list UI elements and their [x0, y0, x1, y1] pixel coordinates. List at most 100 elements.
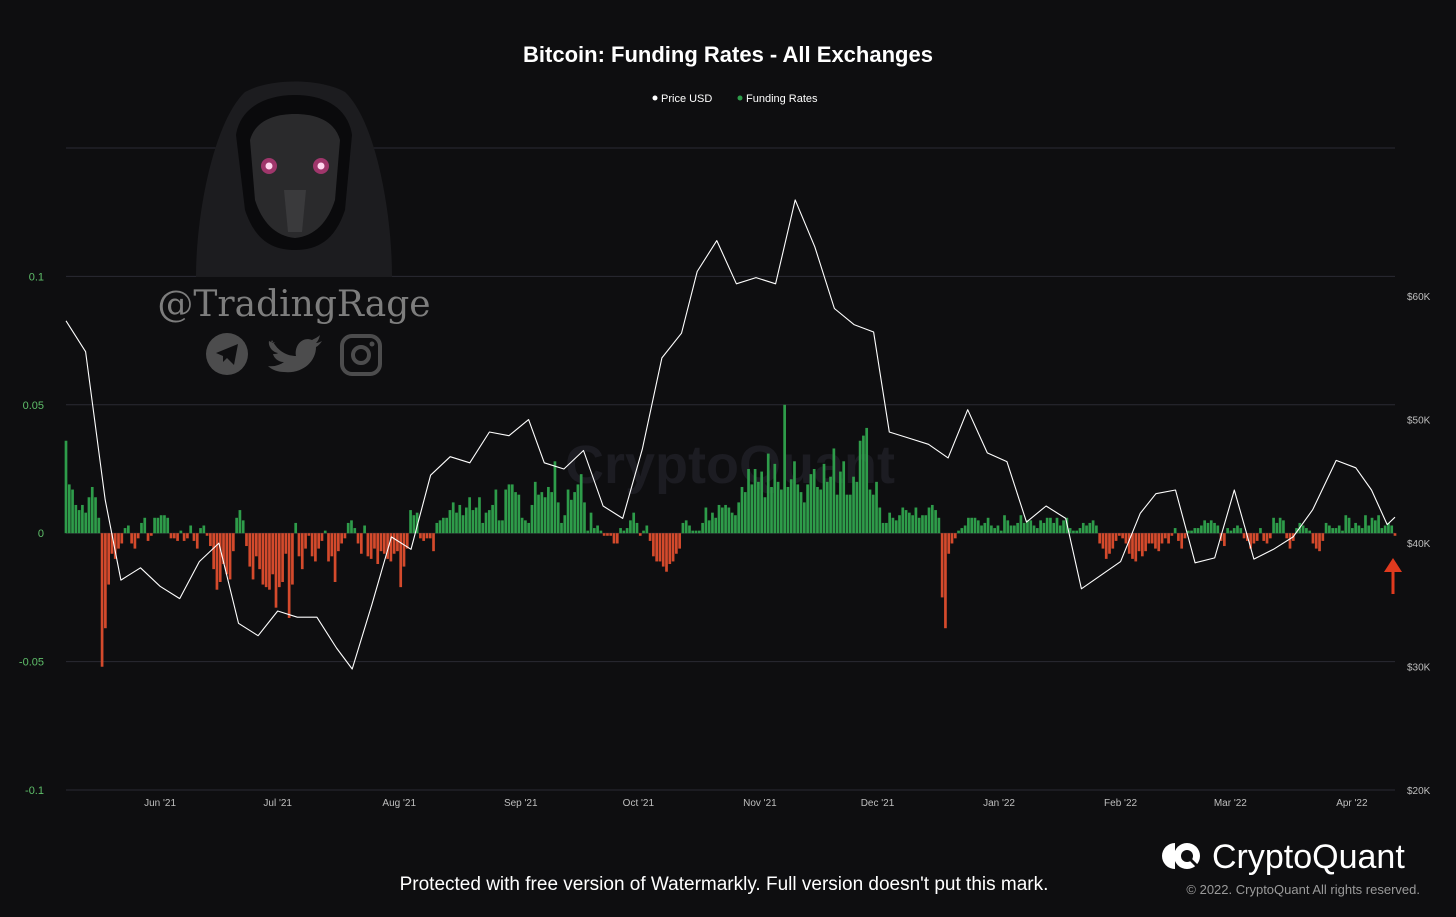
- funding-rate-bar: [382, 533, 386, 554]
- funding-rate-bar: [796, 484, 800, 534]
- funding-rate-bar: [1242, 533, 1246, 539]
- funding-rate-bar: [1337, 525, 1341, 534]
- funding-rate-bar: [668, 533, 672, 565]
- left-tick-label: -0.1: [25, 785, 44, 797]
- funding-rate-bar: [1252, 533, 1256, 544]
- funding-rate-bar: [307, 533, 311, 536]
- left-tick-label: 0: [38, 528, 44, 540]
- funding-rate-bar: [1259, 528, 1262, 534]
- funding-rate-bar: [218, 533, 222, 582]
- funding-rate-bar: [753, 469, 757, 534]
- funding-rate-bar: [661, 533, 665, 567]
- funding-rate-bar: [337, 533, 340, 552]
- funding-rate-bar: [189, 525, 193, 534]
- funding-rate-bar: [281, 533, 284, 582]
- funding-rate-bar: [655, 533, 659, 562]
- funding-rate-bar: [517, 494, 521, 534]
- funding-rate-bar: [678, 533, 681, 549]
- funding-rate-bar: [812, 469, 816, 534]
- funding-rate-bar: [514, 492, 517, 534]
- funding-rate-bar: [182, 533, 186, 541]
- funding-rate-bar: [573, 492, 576, 534]
- hooded-figure-image: [196, 81, 392, 277]
- funding-rate-bar: [855, 481, 859, 534]
- x-tick-label: Mar '22: [1214, 798, 1247, 809]
- funding-rate-bar: [245, 533, 248, 547]
- funding-rate-bar: [1177, 533, 1180, 541]
- funding-rate-bar: [592, 528, 596, 534]
- funding-rate-bar: [146, 533, 150, 541]
- funding-rate-bar: [274, 533, 278, 608]
- funding-rate-bar: [415, 512, 419, 534]
- funding-rate-bar: [1055, 517, 1059, 534]
- funding-rate-bar: [1062, 520, 1065, 534]
- funding-rate-bar: [638, 533, 642, 536]
- right-tick-label: $20K: [1407, 786, 1431, 797]
- funding-rate-bar: [1039, 520, 1042, 534]
- funding-rate-bar: [724, 504, 727, 534]
- funding-rate-bar: [1390, 525, 1394, 534]
- funding-rate-bar: [957, 530, 960, 534]
- x-tick-label: Apr '22: [1336, 798, 1368, 809]
- funding-rate-bar: [271, 533, 275, 575]
- funding-rate-bar: [327, 533, 330, 562]
- funding-rate-bar: [809, 474, 813, 534]
- funding-rate-bar: [1213, 522, 1216, 534]
- funding-rate-bar: [412, 515, 416, 534]
- funding-rate-bar: [999, 530, 1003, 534]
- funding-rate-bar: [209, 533, 212, 547]
- funding-rate-bar: [156, 517, 160, 534]
- funding-rate-bar: [786, 486, 790, 534]
- funding-rate-bar: [1393, 533, 1397, 536]
- funding-rate-bar: [1085, 525, 1088, 534]
- funding-rate-bar: [540, 492, 544, 534]
- funding-rate-bar: [1364, 515, 1367, 534]
- right-tick-label: $30K: [1407, 663, 1431, 674]
- funding-rate-bars: [64, 404, 1397, 667]
- funding-rate-bar: [675, 533, 678, 554]
- funding-rate-bar: [392, 533, 396, 554]
- funding-rate-bar: [632, 512, 636, 534]
- funding-rate-bar: [737, 502, 741, 534]
- funding-rate-bar: [389, 533, 393, 562]
- funding-rate-bar: [1013, 525, 1016, 534]
- funding-rate-bar: [681, 522, 685, 534]
- x-tick-label: Dec '21: [861, 798, 895, 809]
- funding-rate-bar: [953, 533, 957, 539]
- funding-rate-bar: [314, 533, 317, 562]
- funding-rate-bar: [359, 533, 363, 554]
- funding-rate-bar: [1331, 528, 1334, 534]
- funding-rate-bar: [1032, 525, 1036, 534]
- funding-rate-bar: [583, 502, 586, 534]
- funding-rate-bar: [930, 504, 934, 534]
- funding-rate-bar: [714, 517, 718, 534]
- funding-rate-bar: [1318, 533, 1321, 552]
- funding-rate-bar: [1186, 530, 1190, 534]
- funding-rate-bar: [356, 533, 360, 544]
- funding-rate-bar: [1095, 525, 1098, 534]
- funding-rate-bar: [917, 517, 921, 534]
- funding-rate-bar: [1311, 533, 1315, 544]
- funding-rate-bar: [1140, 533, 1144, 557]
- funding-rate-bar: [1150, 533, 1154, 544]
- funding-rate-bar: [153, 517, 156, 534]
- funding-rate-bar: [596, 525, 599, 534]
- legend-price-label: Price USD: [661, 93, 712, 105]
- funding-rate-bar: [186, 533, 189, 539]
- funding-rate-bar: [1180, 533, 1184, 549]
- funding-rate-bar: [133, 533, 137, 549]
- funding-rate-bar: [822, 463, 826, 534]
- funding-rate-bar: [67, 484, 71, 534]
- funding-rate-bar: [904, 510, 908, 534]
- funding-rate-bar: [757, 481, 760, 534]
- funding-rate-bar: [1367, 525, 1371, 534]
- funding-rate-bar: [1049, 517, 1052, 534]
- funding-rate-bar: [494, 489, 498, 534]
- funding-rate-bar: [1203, 520, 1207, 534]
- funding-rate-bar: [865, 427, 869, 534]
- funding-rate-bar: [835, 494, 839, 534]
- funding-rate-bar: [1026, 520, 1029, 534]
- funding-rate-bar: [222, 533, 225, 565]
- funding-rate-bar: [579, 474, 583, 534]
- funding-rate-bar: [907, 512, 911, 534]
